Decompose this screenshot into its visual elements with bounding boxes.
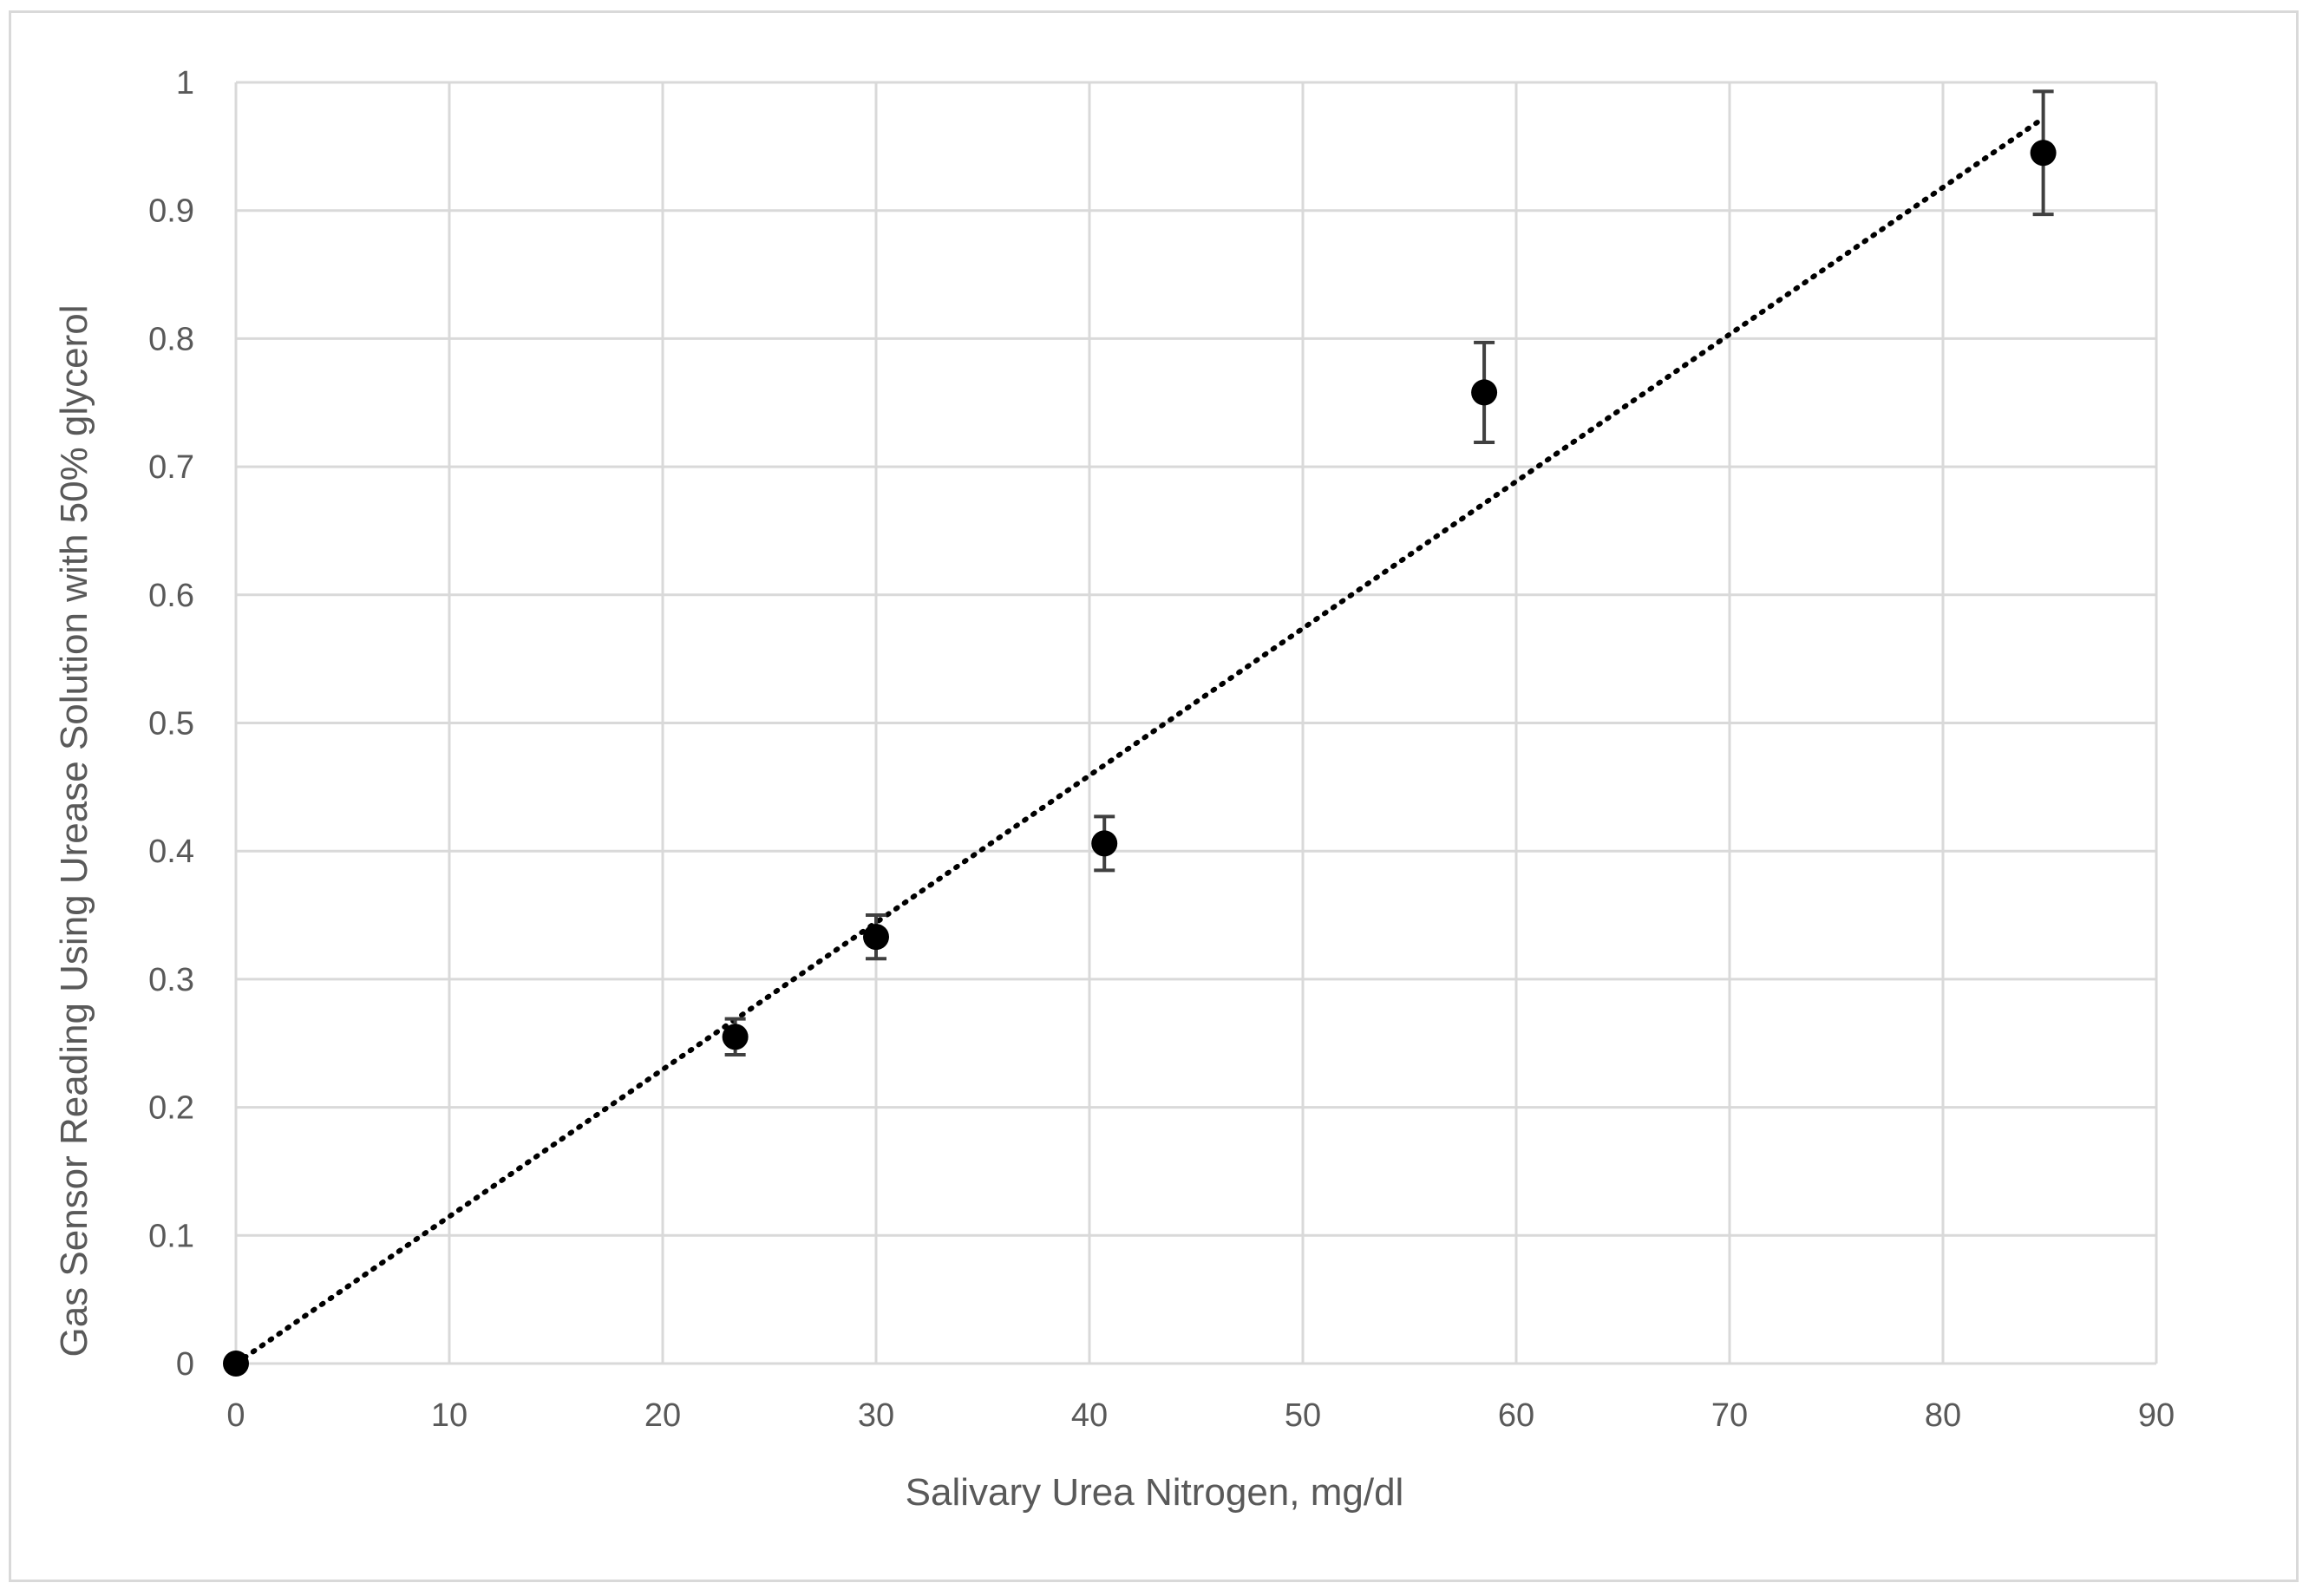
error-bars [724,89,2054,1057]
y-tick-label: 0.9 [148,193,194,230]
grid [234,81,2158,1365]
data-point [223,1351,249,1377]
x-tick-label: 10 [431,1397,468,1434]
x-tick-label: 20 [644,1397,681,1434]
trendline-layer [233,115,2046,1366]
y-tick-label: 0.5 [148,706,194,742]
data-point [1091,830,1118,857]
y-tick-label: 1 [176,65,194,101]
x-axis-title: Salivary Urea Nitrogen, mg/dl [906,1471,1404,1514]
x-tick-label: 30 [858,1397,894,1434]
data-point [863,924,889,951]
data-point [2030,140,2057,167]
y-tick-label: 0 [176,1346,194,1383]
y-tick-label: 0.1 [148,1218,194,1254]
x-tick-label: 80 [1925,1397,1961,1434]
x-tick-label: 0 [226,1397,245,1434]
y-axis-title: Gas Sensor Reading Using Urease Solution… [53,304,95,1357]
y-tick-label: 0.7 [148,449,194,486]
x-axis-tick-labels: 0 10 20 30 40 50 60 70 80 90 [226,1397,2175,1434]
y-tick-label: 0.4 [148,834,194,870]
x-tick-label: 60 [1498,1397,1534,1434]
y-tick-label: 0.8 [148,321,194,357]
x-tick-label: 50 [1285,1397,1321,1434]
y-axis-tick-labels: 0 0.1 0.2 0.3 0.4 0.5 0.6 0.7 0.8 0.9 1 [148,65,194,1383]
y-tick-label: 0.6 [148,578,194,614]
data-point [1471,379,1498,406]
x-tick-label: 90 [2138,1397,2175,1434]
y-tick-label: 0.3 [148,962,194,998]
x-tick-label: 40 [1071,1397,1108,1434]
y-tick-label: 0.2 [148,1090,194,1127]
data-point [722,1024,749,1050]
chart-frame [9,10,2299,1582]
data-points [223,140,2057,1377]
x-tick-label: 70 [1711,1397,1748,1434]
linear-trendline [233,115,2046,1366]
